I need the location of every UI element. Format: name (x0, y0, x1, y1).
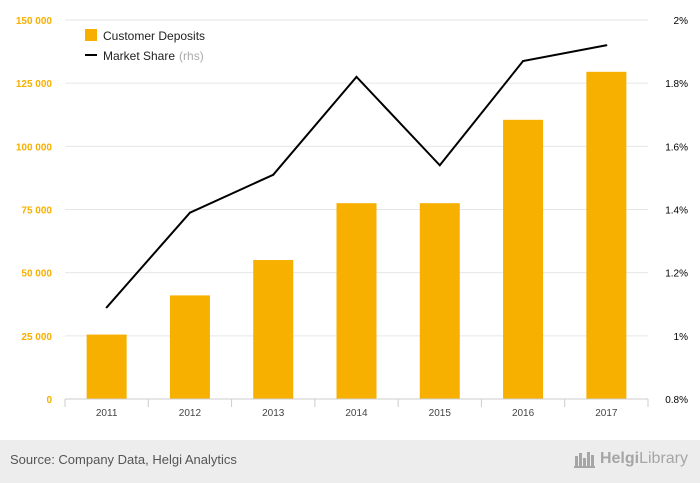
bar-customer-deposits (419, 203, 460, 399)
point-market-share (105, 306, 108, 309)
brand-name-bold: Helgi (599, 450, 640, 467)
brand-name-rest: Library (639, 450, 688, 467)
bar-customer-deposits (336, 203, 377, 399)
point-market-share (188, 211, 191, 214)
point-market-share (438, 164, 441, 167)
source-text: Source: Company Data, Helgi Analytics (10, 452, 237, 467)
legend: Customer Deposits Market Share (rhs) (85, 29, 205, 63)
legend-swatch-customer-deposits (85, 29, 97, 41)
point-market-share (272, 173, 275, 176)
bar-customer-deposits (586, 71, 627, 400)
point-market-share (522, 60, 525, 63)
bar-series (86, 71, 627, 400)
bar-customer-deposits (253, 260, 294, 399)
x-tick-label: 2014 (345, 408, 368, 419)
legend-label-market-share: Market Share (rhs) (103, 49, 204, 63)
x-axis: 2011 2012 2013 2014 2015 2016 2017 (64, 398, 649, 419)
right-axis: 0.8% 1% 1.2% 1.4% 1.6% 1.8% 2% (665, 16, 688, 406)
footer: Source: Company Data, Helgi Analytics He… (0, 440, 700, 483)
legend-label-customer-deposits: Customer Deposits (103, 29, 205, 43)
right-tick-label: 1.8% (665, 79, 688, 90)
point-market-share (605, 44, 608, 47)
helgi-library-logo-icon (573, 452, 595, 468)
bar-customer-deposits (169, 295, 210, 399)
left-tick-label: 50 000 (21, 269, 52, 280)
point-market-share (355, 75, 358, 78)
left-tick-label: 75 000 (21, 206, 52, 217)
bar-customer-deposits (503, 119, 544, 399)
right-tick-label: 1.6% (665, 142, 688, 153)
right-tick-label: 1% (674, 332, 689, 343)
x-tick-label: 2016 (512, 408, 535, 419)
right-tick-label: 1.2% (665, 269, 688, 280)
left-tick-label: 25 000 (21, 332, 52, 343)
brand-logo: Helgi Library (573, 450, 688, 468)
x-tick-label: 2017 (595, 408, 618, 419)
left-tick-label: 100 000 (16, 142, 53, 153)
left-tick-label: 125 000 (16, 79, 53, 90)
left-tick-label: 150 000 (16, 16, 53, 27)
x-tick-label: 2012 (179, 408, 202, 419)
x-tick-label: 2013 (262, 408, 285, 419)
left-axis: 0 25 000 50 000 75 000 100 000 125 000 150 000 (16, 16, 53, 406)
chart-svg: 0 25 000 50 000 75 000 100 000 125 000 150 000… (16, 16, 688, 419)
right-tick-label: 0.8% (665, 395, 688, 406)
right-tick-label: 2% (674, 16, 689, 27)
x-tick-label: 2011 (96, 408, 118, 419)
left-tick-label: 0 (46, 395, 52, 406)
x-tick-label: 2015 (429, 408, 452, 419)
bar-customer-deposits (86, 334, 127, 399)
line-series (105, 44, 608, 309)
right-tick-label: 1.4% (665, 206, 688, 217)
